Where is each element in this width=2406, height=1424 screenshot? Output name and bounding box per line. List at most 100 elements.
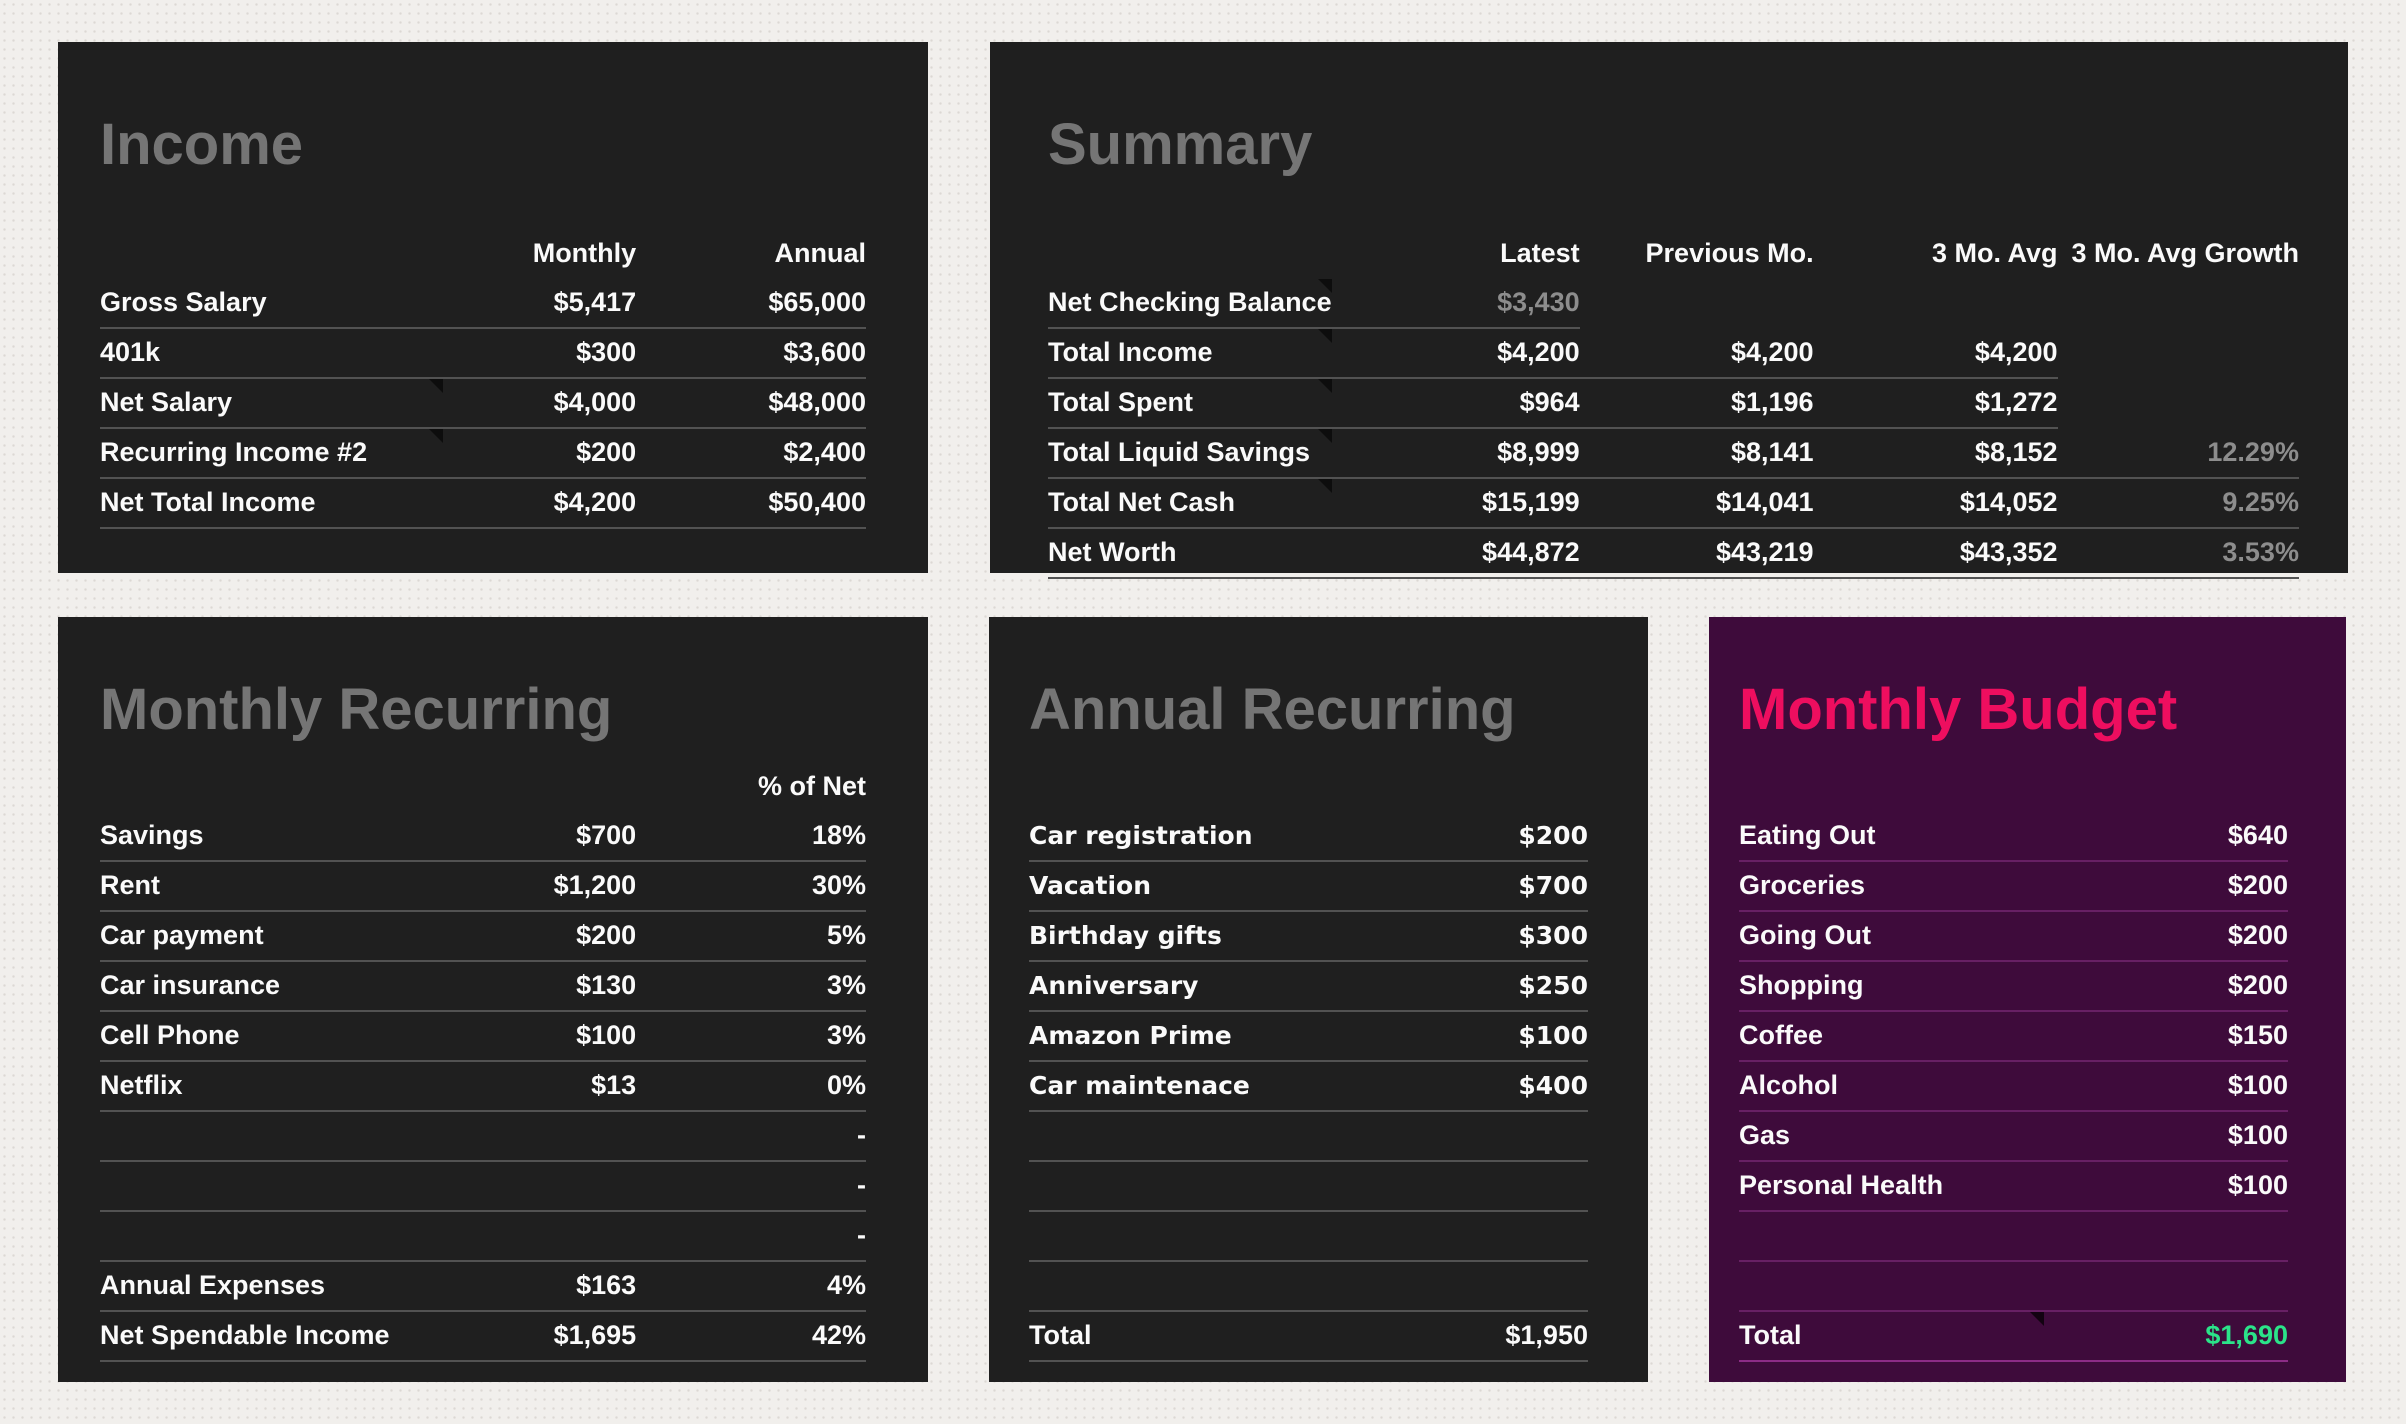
table-row: Shopping $200	[1739, 962, 2288, 1012]
value-cell: $200	[2024, 962, 2288, 1012]
table-header-row	[1029, 762, 1588, 812]
value-cell: $150	[2024, 1012, 2288, 1062]
value-cell	[429, 1162, 637, 1212]
column-header-cell: % of Net	[757, 771, 866, 802]
annual-recurring-panel-title: Annual Recurring	[1029, 677, 1516, 742]
value-cell	[1336, 1162, 1588, 1212]
value-cell: $14,052	[1813, 479, 2058, 529]
table-row	[1029, 1112, 1588, 1162]
summary-panel-title: Summary	[1048, 112, 1313, 177]
value-cell	[1336, 1212, 1588, 1262]
annual-recurring-table: Car registration $200 Vacation $700 Birthday…	[1029, 762, 1588, 1362]
row-label-cell: Recurring Income #2	[100, 429, 430, 479]
table-row: 401k $300 $3,600	[100, 329, 866, 379]
column-header-cell	[1048, 229, 1318, 279]
value-cell: $50,400	[636, 479, 866, 529]
value-cell: $8,152	[1813, 429, 2058, 479]
value-cell: $200	[429, 429, 637, 479]
row-label-cell: Savings	[100, 812, 430, 862]
table-row: Net Total Income $4,200 $50,400	[100, 479, 866, 529]
column-header-cell	[1029, 762, 1336, 812]
row-label-cell: Amazon Prime	[1029, 1012, 1337, 1062]
value-cell: $1,950	[1336, 1312, 1588, 1362]
value-cell: $43,352	[1813, 529, 2058, 579]
monthly-budget-panel-title: Monthly Budget	[1739, 677, 2178, 742]
value-cell: $1,690	[2024, 1312, 2288, 1362]
value-cell: $700	[1336, 862, 1588, 912]
row-label-cell: Annual Expenses	[100, 1262, 430, 1312]
row-label-cell: Total Income	[1048, 329, 1319, 379]
row-label-cell: Coffee	[1739, 1012, 2025, 1062]
row-label-cell	[1029, 1162, 1337, 1212]
value-cell	[2024, 1212, 2288, 1262]
table-row: Total $1,690	[1739, 1311, 2288, 1362]
value-cell	[1580, 279, 1814, 329]
value-cell: 42%	[636, 1312, 866, 1362]
summary-table: Latest Previous Mo. 3 Mo. Avg 3 Mo. Avg Gro…	[1048, 229, 2299, 579]
table-row: Car insurance $130 3%	[100, 962, 866, 1012]
table-header-row: % of Net	[100, 762, 866, 812]
value-cell: $14,041	[1579, 479, 1814, 529]
value-cell: $200	[1336, 812, 1588, 862]
table-row: Recurring Income #2 $200 $2,400	[100, 428, 866, 479]
value-cell: 5%	[636, 912, 866, 962]
value-cell: $300	[1336, 912, 1588, 962]
column-header-cell: 3 Mo. Avg	[1932, 238, 2058, 269]
table-row: Eating Out $640	[1739, 812, 2288, 862]
value-cell: $100	[429, 1012, 637, 1062]
value-cell: $100	[2024, 1062, 2288, 1112]
value-cell: $163	[429, 1262, 637, 1312]
note-indicator-icon	[429, 378, 444, 393]
column-header-cell	[100, 229, 429, 279]
table-row: Cell Phone $100 3%	[100, 1012, 866, 1062]
table-row: Net Salary $4,000 $48,000	[100, 378, 866, 429]
value-cell: $100	[1336, 1012, 1588, 1062]
row-label-cell: Vacation	[1029, 862, 1337, 912]
value-cell	[1336, 1262, 1588, 1312]
column-header-cell: Monthly	[532, 238, 637, 269]
value-cell: $640	[2024, 812, 2288, 862]
table-row: -	[100, 1112, 866, 1162]
row-label-cell: Total Net Cash	[1048, 479, 1319, 529]
value-cell	[2024, 1262, 2288, 1312]
table-row: Total Income $4,200 $4,200 $4,200	[1048, 328, 2299, 379]
value-cell: $200	[2024, 912, 2288, 962]
row-label-cell: Groceries	[1739, 862, 2025, 912]
value-cell: -	[636, 1212, 866, 1262]
note-indicator-icon	[1318, 478, 1333, 493]
monthly-budget-panel: Monthly Budget Eating Out $640 Groceries $2…	[1709, 617, 2346, 1382]
value-cell: -	[636, 1112, 866, 1162]
table-row: Birthday gifts $300	[1029, 912, 1588, 962]
table-row: Netflix $13 0%	[100, 1062, 866, 1112]
value-cell	[2058, 279, 2299, 329]
value-cell: $4,200	[1813, 329, 2058, 379]
column-header-cell: Latest	[1500, 238, 1580, 269]
table-row: Car payment $200 5%	[100, 912, 866, 962]
column-header-cell: 3 Mo. Avg Growth	[2071, 238, 2299, 269]
column-header-cell	[2024, 762, 2288, 812]
table-header-row: Latest Previous Mo. 3 Mo. Avg 3 Mo. Avg Gro…	[1048, 229, 2299, 279]
row-label-cell: Gross Salary	[100, 279, 430, 329]
value-cell: $200	[2024, 862, 2288, 912]
table-row	[1029, 1212, 1588, 1262]
table-row: Car registration $200	[1029, 812, 1588, 862]
value-cell: $100	[2024, 1112, 2288, 1162]
value-cell	[2058, 329, 2299, 379]
row-label-cell: Rent	[100, 862, 430, 912]
row-label-cell	[1739, 1212, 2025, 1262]
row-label-cell: Car maintenace	[1029, 1062, 1337, 1112]
table-row	[1029, 1262, 1588, 1312]
value-cell: $65,000	[636, 279, 866, 329]
table-row: Alcohol $100	[1739, 1062, 2288, 1112]
row-label-cell: Net Spendable Income	[100, 1312, 430, 1362]
value-cell: $1,272	[1813, 379, 2058, 429]
table-row	[1029, 1162, 1588, 1212]
table-row: Gas $100	[1739, 1112, 2288, 1162]
table-row	[1739, 1212, 2288, 1262]
table-row: Coffee $150	[1739, 1012, 2288, 1062]
value-cell: 3%	[636, 1012, 866, 1062]
value-cell: $8,141	[1579, 429, 1814, 479]
row-label-cell: Car payment	[100, 912, 430, 962]
row-label-cell: Car insurance	[100, 962, 430, 1012]
income-table: Monthly Annual Gross Salary $5,417 $65,000 40…	[100, 229, 866, 529]
